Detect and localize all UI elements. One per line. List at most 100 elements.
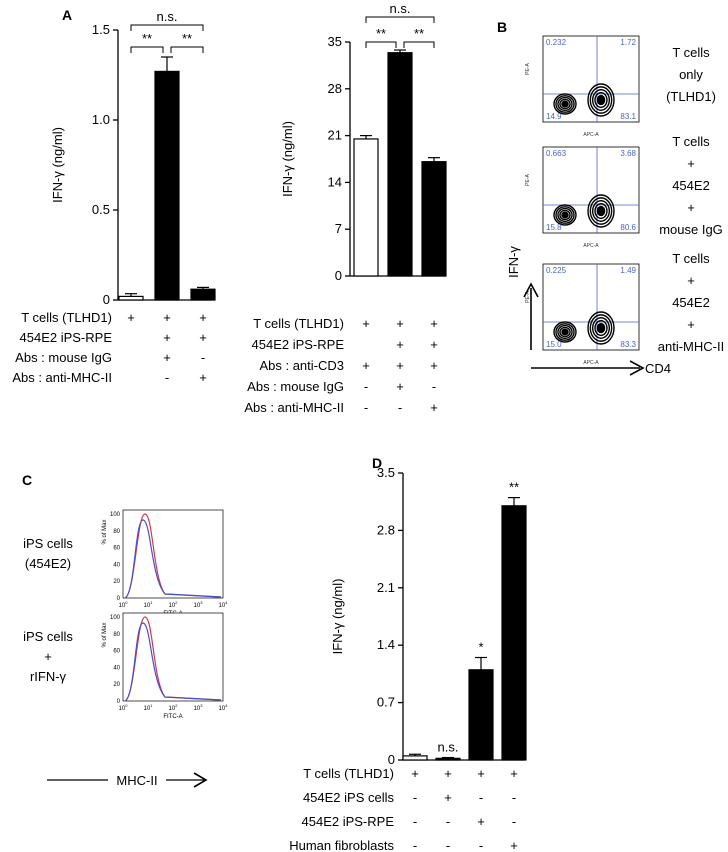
bar: [402, 755, 428, 761]
histogram-frame: [122, 509, 224, 599]
histogram-side-label: iPS cells: [23, 536, 73, 551]
quadrant-ll: 15.0: [546, 340, 562, 349]
y-axis-label: IFN-γ (ng/ml): [330, 579, 345, 655]
cd4-label: CD4: [645, 361, 671, 376]
quadrant-ul: 0.232: [546, 38, 567, 47]
histogram-y-tick: 0: [117, 699, 121, 705]
condition-label: Abs : mouse IgG: [15, 350, 112, 365]
density-contour: [596, 322, 606, 334]
flow-x-axis-name: APC-A: [583, 132, 599, 138]
significance-label: n.s.: [157, 9, 178, 24]
density-contour: [594, 319, 608, 337]
y-tick-label: 0.5: [92, 202, 110, 217]
condition-label: 454E2 iPS cells: [303, 790, 395, 805]
density-contour: [594, 202, 608, 220]
panel-letter-d: D: [372, 455, 382, 471]
y-axis-label: IFN-γ (ng/ml): [50, 127, 65, 203]
y-tick-label: 7: [335, 221, 342, 236]
bar: [154, 70, 180, 301]
panel-letter-b: B: [497, 19, 507, 35]
flow-caption-line: +: [687, 156, 695, 171]
y-tick-label: 1.0: [92, 112, 110, 127]
flow-caption-line: +: [687, 317, 695, 332]
cd4-arrow-head: [629, 360, 645, 376]
density-contour: [561, 100, 569, 108]
flow-x-axis-name: APC-A: [583, 243, 599, 249]
condition-sign: +: [127, 310, 135, 325]
condition-label: 454E2 iPS-RPE: [20, 330, 113, 345]
significance-bracket: [130, 46, 164, 53]
y-tick-label: 28: [328, 81, 342, 96]
condition-sign: -: [446, 838, 450, 852]
condition-sign: +: [411, 766, 419, 781]
significance-label: n.s.: [438, 740, 459, 755]
bar-chart-A-left: 0 0.5 1.0 1.5 IFN-γ (ng/ml) ** ** n.s. T cells (…: [12, 9, 216, 385]
condition-sign: +: [362, 316, 370, 331]
condition-sign: +: [199, 330, 207, 345]
flow-caption-line: T cells: [672, 45, 710, 60]
y-tick-label: 2.8: [377, 522, 395, 537]
condition-label: Abs : mouse IgG: [247, 379, 344, 394]
bar: [435, 757, 461, 761]
histogram-x-tick: 100: [119, 600, 129, 609]
histogram-side-label: iPS cells: [23, 629, 73, 644]
significance-bracket: [365, 16, 435, 23]
condition-sign: -: [479, 838, 483, 852]
density-contour: [591, 200, 611, 222]
flow-plot-frame: [542, 35, 640, 123]
condition-sign: +: [430, 358, 438, 373]
condition-label: T cells (TLHD1): [21, 310, 112, 325]
histogram-y-axis-name: % of Max: [102, 622, 108, 647]
y-tick-label: 1.5: [92, 22, 110, 37]
quadrant-ll: 15.8: [546, 223, 562, 232]
condition-sign: +: [163, 310, 171, 325]
condition-sign: +: [396, 379, 404, 394]
condition-sign: -: [432, 379, 436, 394]
histogram-y-tick: 100: [110, 615, 121, 621]
significance-label: *: [478, 640, 483, 655]
condition-sign: +: [444, 766, 452, 781]
histogram-y-tick: 40: [113, 562, 120, 568]
histogram-curve-blue: [124, 622, 222, 702]
flow-caption-line: T cells: [672, 251, 710, 266]
density-contour: [594, 91, 608, 109]
histogram-y-tick: 60: [113, 546, 120, 552]
histogram-x-tick: 101: [144, 600, 154, 609]
bar: [353, 138, 379, 277]
density-contour: [555, 323, 575, 341]
significance-bracket: [130, 24, 204, 31]
histogram-x-tick: 103: [194, 703, 204, 712]
mhc-label-bg: [108, 771, 166, 789]
quadrant-ur: 3.68: [620, 149, 636, 158]
density-contour: [589, 314, 613, 342]
flow-caption-line: T cells: [672, 134, 710, 149]
histogram-y-tick: 60: [113, 649, 120, 655]
histogram-curve-blue: [124, 519, 222, 599]
condition-label: T cells (TLHD1): [253, 316, 344, 331]
flow-caption-line: anti-MHC-II: [658, 339, 724, 354]
histogram-side-label: rIFN-γ: [30, 669, 67, 684]
condition-sign: -: [364, 400, 368, 415]
density-contour: [553, 204, 577, 226]
significance-label: **: [142, 31, 152, 46]
histogram-x-tick: 102: [169, 703, 179, 712]
condition-sign: -: [413, 814, 417, 829]
quadrant-lr: 83.1: [620, 112, 636, 121]
condition-label: Abs : anti-CD3: [259, 358, 344, 373]
flow-plot: 0.232 1.72 14.9 83.1 APC-A PE-A T cells only (TL…: [525, 35, 716, 138]
density-contour: [561, 211, 569, 219]
quadrant-lr: 83.3: [620, 340, 636, 349]
density-contour: [589, 86, 613, 114]
histogram-y-tick: 20: [113, 682, 120, 688]
condition-sign: -: [479, 790, 483, 805]
flow-caption-line: mouse IgG: [659, 222, 723, 237]
density-contour: [559, 326, 571, 338]
histogram-frame: [122, 612, 224, 702]
bar: [190, 288, 216, 301]
flow-plot: 0.663 3.68 15.8 80.6 APC-A PE-A T cells +454E2 +…: [525, 134, 723, 249]
histogram-y-axis-name: % of Max: [102, 519, 108, 544]
